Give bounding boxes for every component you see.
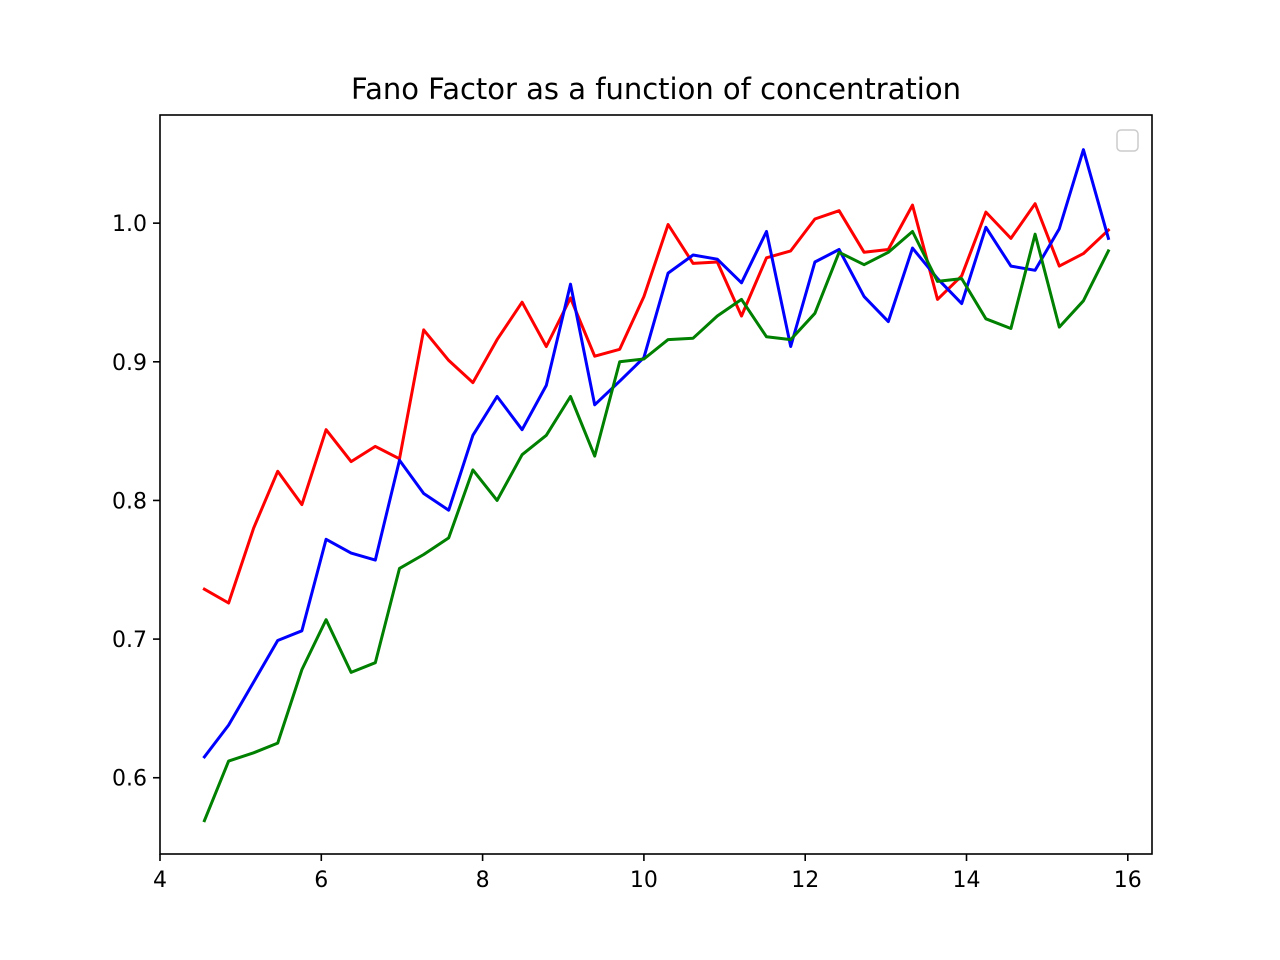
series-line-3 (202, 230, 1111, 823)
x-tick-label: 8 (476, 868, 490, 893)
x-tick-label: 10 (630, 868, 658, 893)
chart-title: Fano Factor as a function of concentrati… (351, 72, 961, 106)
y-tick-label: 0.6 (112, 767, 147, 792)
legend-box (1116, 129, 1139, 152)
y-tick-label: 0.7 (112, 628, 147, 653)
y-tick-label: 0.8 (112, 489, 147, 514)
x-tick-label: 6 (314, 868, 328, 893)
y-axis: 0.6 0.7 0.8 0.9 1.0 (112, 212, 160, 792)
x-tick-label: 16 (1114, 868, 1142, 893)
y-tick-label: 0.9 (112, 351, 147, 376)
y-tick-label: 1.0 (112, 212, 147, 237)
x-tick-label: 12 (791, 868, 819, 893)
x-axis: 4 6 8 10 12 14 16 (153, 854, 1142, 893)
series-layer (202, 148, 1111, 823)
series-line-2 (202, 148, 1111, 760)
plot-frame (159, 114, 1153, 855)
x-tick-label: 14 (953, 868, 981, 893)
x-tick-label: 4 (153, 868, 167, 893)
